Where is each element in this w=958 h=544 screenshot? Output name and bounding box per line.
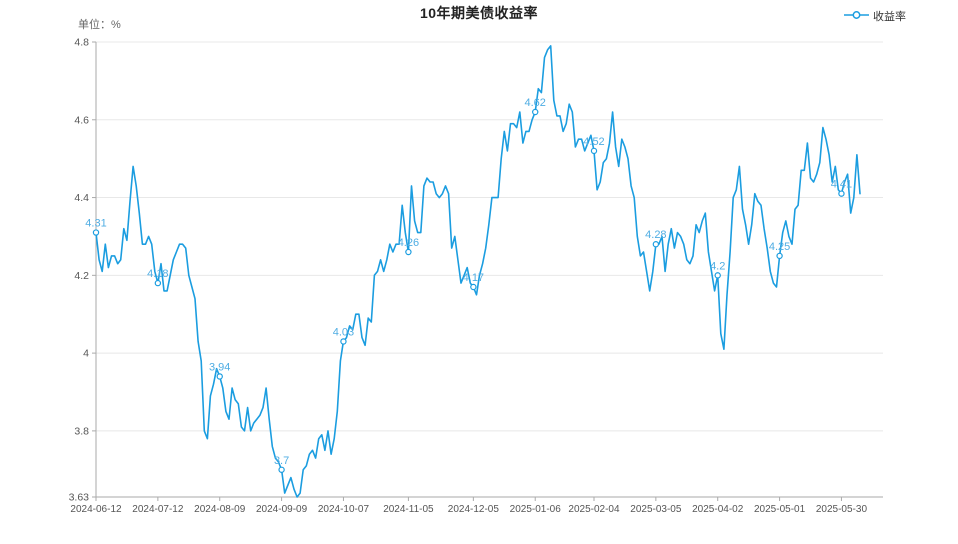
- x-axis-tick-label: 2024-08-09: [194, 504, 246, 515]
- data-point-label: 4.28: [645, 229, 666, 241]
- data-point-label: 4.62: [525, 97, 546, 109]
- x-axis-tick-label: 2024-06-12: [70, 504, 122, 515]
- x-axis-tick-label: 2025-02-04: [568, 504, 620, 515]
- chart-title: 10年期美债收益率: [419, 5, 539, 21]
- data-point-marker: [216, 373, 223, 380]
- data-point-marker: [776, 252, 783, 260]
- y-axis-tick-label: 4.2: [74, 270, 89, 282]
- data-point-marker: [405, 248, 412, 256]
- legend-item-yield[interactable]: 收益率: [844, 7, 906, 25]
- y-axis-tick-label: 4: [83, 348, 89, 360]
- data-point-label: 3.94: [209, 361, 230, 373]
- data-point-marker: [92, 229, 100, 236]
- x-axis-tick-label: 2024-09-09: [256, 504, 308, 515]
- x-axis-tick-label: 2024-12-05: [448, 504, 500, 515]
- legend-line-circle-icon: [844, 7, 869, 25]
- y-axis-tick-label: 4.8: [74, 37, 89, 49]
- data-point-label: 4.17: [463, 272, 484, 284]
- yield-series-line: [95, 45, 861, 498]
- data-point-marker: [838, 190, 845, 197]
- data-point-marker: [470, 283, 477, 291]
- y-axis-tick-label: 3.8: [74, 425, 89, 437]
- data-point-marker: [532, 108, 539, 116]
- data-point-marker: [340, 338, 347, 345]
- data-point-marker: [154, 279, 162, 287]
- x-axis-tick-label: 2025-05-30: [816, 504, 868, 515]
- y-axis-tick-label: 3.63: [69, 492, 90, 504]
- data-point-label: 4.26: [398, 237, 419, 249]
- data-point-label: 3.7: [274, 455, 289, 467]
- x-axis-tick-label: 2024-10-07: [318, 504, 370, 515]
- y-axis-tick-label: 4.4: [74, 192, 89, 204]
- data-point-label: 4.25: [769, 241, 790, 253]
- data-point-marker: [278, 466, 285, 473]
- data-point-label: 4.2: [710, 260, 725, 272]
- data-point-label: 4.18: [147, 268, 168, 280]
- x-axis-tick-label: 2024-07-12: [132, 504, 184, 515]
- x-axis-tick-label: 2025-03-05: [630, 504, 682, 515]
- data-point-label: 4.41: [831, 179, 852, 191]
- x-axis-tick-label: 2025-04-02: [692, 504, 744, 515]
- data-point-marker: [714, 272, 721, 279]
- data-point-marker: [590, 147, 598, 155]
- y-axis-tick-label: 4.6: [74, 114, 89, 126]
- x-axis-tick-label: 2025-01-06: [510, 504, 562, 515]
- x-axis-tick-label: 2024-11-05: [383, 504, 434, 515]
- data-point-label: 4.03: [333, 326, 354, 338]
- unit-label: 单位：%: [78, 19, 121, 31]
- data-point-marker: [652, 241, 660, 248]
- x-axis-tick-label: 2025-05-01: [754, 504, 806, 515]
- legend-label: 收益率: [873, 11, 906, 23]
- data-point-label: 4.31: [85, 218, 106, 230]
- data-point-label: 4.52: [583, 136, 604, 148]
